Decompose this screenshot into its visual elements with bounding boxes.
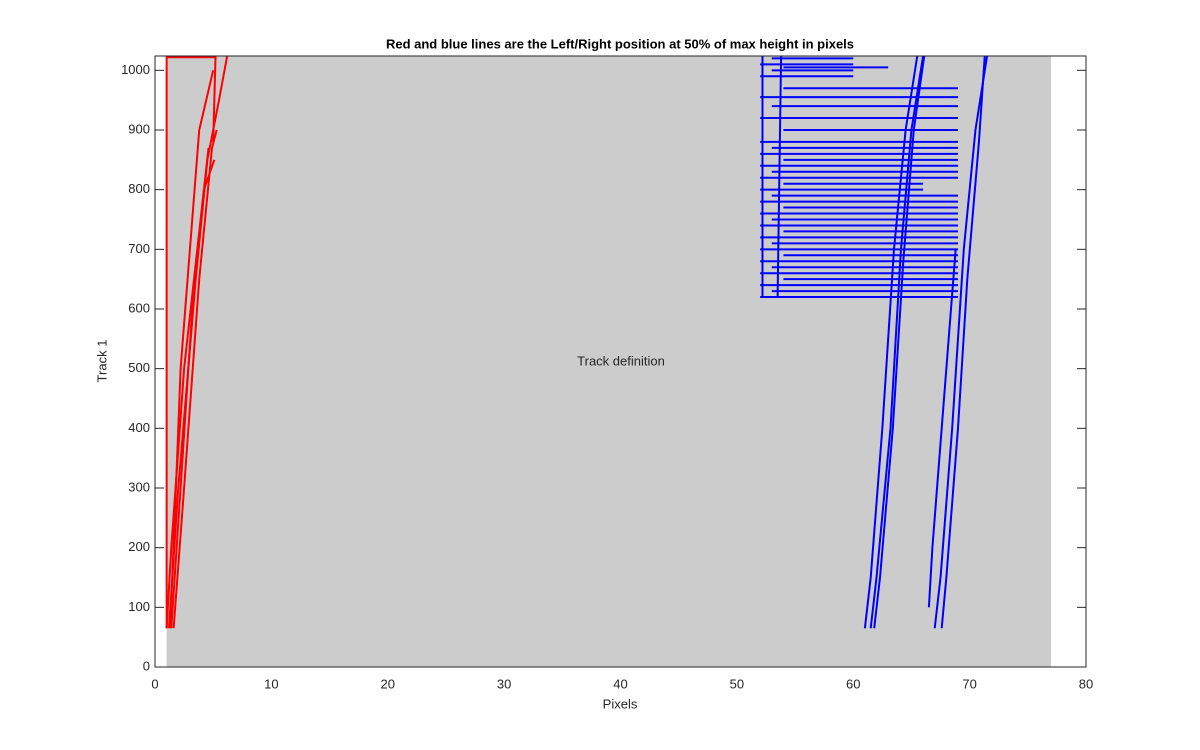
y-tick-label: 400: [128, 420, 150, 435]
edge-line: [172, 129, 218, 629]
edge-line: [927, 249, 957, 608]
x-tick-label: 40: [613, 676, 627, 691]
annotation: Track definition: [577, 353, 665, 368]
x-tick-label: 80: [1079, 676, 1093, 691]
y-tick-label: 500: [128, 360, 150, 375]
edge-line: [940, 55, 986, 629]
y-tick-label: 800: [128, 181, 150, 196]
y-tick-label: 600: [128, 300, 150, 315]
x-axis-label: Pixels: [603, 696, 638, 711]
x-tick-label: 0: [151, 676, 158, 691]
axes-box: [154, 55, 1087, 668]
chart-title: Red and blue lines are the Left/Right po…: [386, 36, 854, 51]
x-tick-label: 60: [846, 676, 860, 691]
y-tick-label: 300: [128, 479, 150, 494]
edge-line: [170, 159, 216, 629]
y-tick-label: 0: [143, 658, 150, 673]
y-tick-label: 1000: [121, 62, 150, 77]
edge-line: [169, 70, 215, 629]
x-tick-label: 70: [962, 676, 976, 691]
y-tick-label: 100: [128, 599, 150, 614]
y-tick-label: 700: [128, 241, 150, 256]
y-tick-label: 900: [128, 121, 150, 136]
edge-line: [863, 55, 919, 629]
y-axis-label: Track 1: [94, 340, 109, 383]
edge-line: [873, 55, 926, 629]
edge-line: [933, 55, 989, 629]
edge-line: [776, 55, 783, 298]
x-tick-label: 10: [264, 676, 278, 691]
edge-line: [869, 55, 925, 629]
x-tick-label: 50: [730, 676, 744, 691]
x-tick-label: 30: [497, 676, 511, 691]
x-tick-label: 20: [381, 676, 395, 691]
edge-line: [165, 56, 217, 629]
y-tick-label: 200: [128, 539, 150, 554]
